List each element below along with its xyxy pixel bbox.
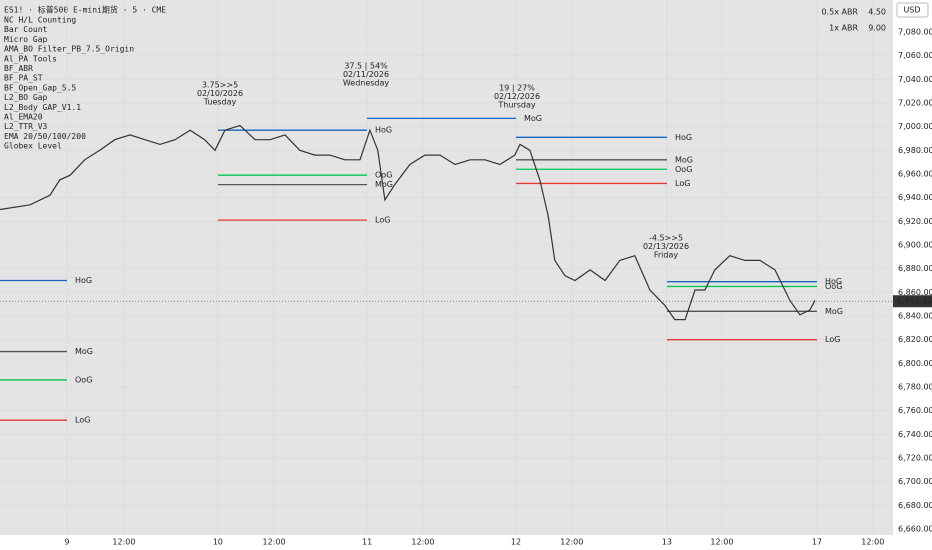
- level-label: OoG: [675, 165, 692, 174]
- currency[interactable]: USD: [903, 6, 920, 15]
- indicator-name: Al_PA Tools: [4, 54, 57, 63]
- abr-value: 9.00: [868, 24, 886, 33]
- indicator-name: Micro Gap: [4, 35, 48, 44]
- y-tick-label: 6,840.00: [898, 312, 932, 321]
- x-tick-label: 17: [812, 538, 822, 547]
- y-tick-label: 6,960.00: [898, 169, 932, 178]
- indicator-name: EMA 20/50/100/200: [4, 132, 86, 141]
- day-annotation: -4.5>>5: [649, 234, 683, 243]
- level-label: MoG: [825, 307, 843, 316]
- level-label: LoG: [375, 216, 390, 225]
- indicator-name: Globex Level: [4, 142, 62, 151]
- level-label: HoG: [375, 126, 392, 135]
- y-tick-label: 7,060.00: [898, 51, 932, 60]
- abr-value: 4.50: [868, 8, 886, 17]
- x-tick-label: 13: [662, 538, 672, 547]
- abr-name: 0.5x ABR: [821, 8, 858, 17]
- x-tick-label: 12:00: [112, 538, 135, 547]
- day-annotation: Thursday: [497, 101, 535, 110]
- day-annotation: 3.75>>5: [202, 81, 238, 90]
- y-tick-label: 6,780.00: [898, 383, 932, 392]
- level-label: LoG: [825, 335, 840, 344]
- level-label: OoG: [375, 171, 392, 180]
- x-tick-label: 12:00: [560, 538, 583, 547]
- level-label: HoG: [75, 276, 92, 285]
- y-tick-label: 7,040.00: [898, 75, 932, 84]
- level-label: MoG: [375, 180, 393, 189]
- day-annotation: Tuesday: [203, 98, 237, 107]
- y-tick-label: 6,740.00: [898, 430, 932, 439]
- x-tick-label: 11: [362, 538, 372, 547]
- x-tick-label: 12:00: [411, 538, 434, 547]
- last-price-label: 6,852.50: [897, 297, 932, 306]
- level-label: OoG: [75, 375, 92, 384]
- x-tick-label: 12:00: [861, 538, 884, 547]
- price-line: [0, 124, 816, 321]
- day-annotation: 02/13/2026: [643, 242, 689, 251]
- y-tick-label: 6,680.00: [898, 501, 932, 510]
- y-tick-label: 6,660.00: [898, 525, 932, 534]
- day-annotation: 02/10/2026: [197, 89, 243, 98]
- level-label: HoG: [675, 133, 692, 142]
- indicator-name: L2_BO Gap: [4, 93, 48, 102]
- x-tick-label: 9: [64, 538, 69, 547]
- indicator-name: BF_Open_Gap_5.5: [4, 83, 76, 92]
- day-annotation: 19 | 27%: [499, 84, 535, 93]
- indicator-name: NC H/L Counting: [4, 16, 76, 25]
- x-tick-label: 12: [511, 538, 521, 547]
- day-annotation: Friday: [654, 251, 679, 260]
- y-tick-label: 6,760.00: [898, 406, 932, 415]
- x-axis-panel: [0, 535, 893, 550]
- level-label: MoG: [675, 155, 693, 164]
- day-annotation: 37.5 | 54%: [344, 62, 388, 71]
- indicator-name: L2_TTR_V3: [4, 122, 48, 131]
- abr-name: 1x ABR: [829, 24, 858, 33]
- indicator-name: Bar Count: [4, 25, 48, 34]
- indicator-name: L2_Body GAP_V1.1: [4, 103, 81, 112]
- level-label: MoG: [524, 114, 542, 123]
- day-annotation: Wednesday: [343, 79, 390, 88]
- level-label: LoG: [75, 416, 90, 425]
- indicator-name: BF_PA_ST: [4, 74, 43, 83]
- x-tick-label: 12:00: [263, 538, 286, 547]
- y-tick-label: 6,700.00: [898, 477, 932, 486]
- level-label: OoG: [825, 282, 842, 291]
- day-annotation: 02/11/2026: [343, 70, 389, 79]
- level-label: HoG: [825, 277, 842, 286]
- y-tick-label: 7,000.00: [898, 122, 932, 131]
- last-price-box: [893, 295, 932, 308]
- y-tick-label: 6,980.00: [898, 146, 932, 155]
- currency-box[interactable]: [896, 2, 929, 18]
- y-tick-label: 6,720.00: [898, 454, 932, 463]
- y-tick-label: 6,820.00: [898, 335, 932, 344]
- y-tick-label: 7,020.00: [898, 98, 932, 107]
- plot-background: [0, 0, 893, 535]
- chart-title: ES1! · 标普500 E-mini期货 · 5 · CME: [4, 5, 166, 15]
- y-tick-label: 6,920.00: [898, 217, 932, 226]
- level-label: MoG: [75, 347, 93, 356]
- y-tick-label: 6,900.00: [898, 241, 932, 250]
- x-tick-label: 12:00: [710, 538, 733, 547]
- indicator-name: BF_ABR: [4, 64, 33, 73]
- y-tick-label: 6,940.00: [898, 193, 932, 202]
- indicator-name: AMA_BO Filter_PB_7.5_Origin: [4, 45, 134, 54]
- day-annotation: 02/12/2026: [494, 92, 540, 101]
- y-tick-label: 6,860.00: [898, 288, 932, 297]
- y-axis-panel: [893, 0, 932, 550]
- x-tick-label: 10: [213, 538, 223, 547]
- indicator-name: Al_EMA20: [4, 113, 43, 122]
- level-label: LoG: [675, 179, 690, 188]
- y-tick-label: 6,880.00: [898, 264, 932, 273]
- y-tick-label: 7,080.00: [898, 27, 932, 36]
- y-tick-label: 6,800.00: [898, 359, 932, 368]
